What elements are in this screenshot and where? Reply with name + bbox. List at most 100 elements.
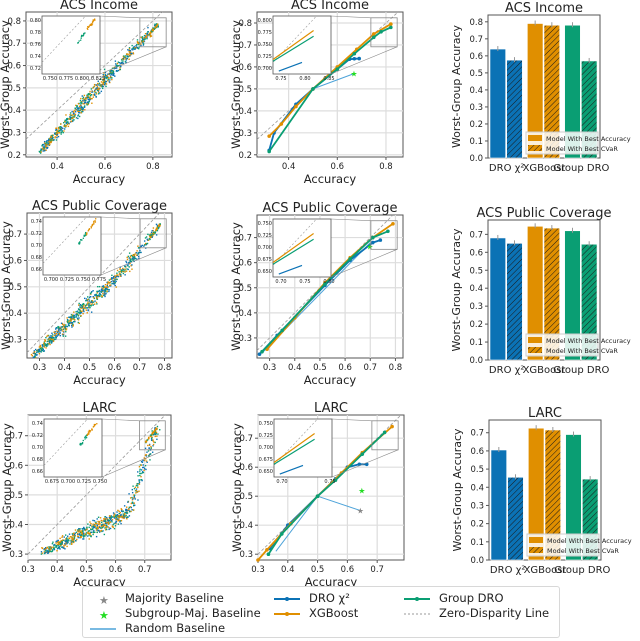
x-tick-label: 0.4 [50,565,64,575]
zoom-region-box [371,420,399,451]
scatter-point-gdro [77,315,80,317]
scatter-point-xgb [112,525,114,528]
scatter-point-top [151,30,153,33]
series-point-gdro [311,87,315,91]
scatter-point-xgb [135,492,137,494]
scatter-point-gdro [103,76,106,78]
scatter-point-dro [85,298,88,300]
scatter-point-xgb [56,550,58,552]
scatter-point-xgb [102,293,104,295]
scatter-point-xgb [152,439,154,441]
subgroup-baseline-star: ★ [350,70,357,79]
scatter-point-dro [99,531,101,533]
x-tick-label: XGBoost [523,163,566,174]
scatter-point-dro [78,533,81,535]
scatter-point-xgb [77,535,79,538]
scatter-point-dro [35,354,37,356]
series-point-xgb [294,104,298,109]
scatter-point-gdro [111,72,113,74]
scatter-point-gdro [58,326,60,328]
scatter-point-xgb [113,514,115,517]
scatter-point-dro [158,226,161,228]
scatter-point-gdro [101,87,104,90]
scatter-point-dro [97,80,99,82]
scatter-point-top [154,429,156,432]
scatter-point-dro [112,282,114,285]
scatter-point-gdro [95,527,97,530]
y-axis-label: Worst-Group Accuracy [229,20,243,149]
scatter-point-dro [83,106,86,108]
scatter-point-xgb [121,516,123,519]
scatter-point-xgb [57,131,59,133]
scatter-point-gdro [34,356,36,358]
scatter-point-xgb [78,529,80,531]
scatter-point-dro [65,118,68,121]
scatter-point-dro [49,336,52,338]
y-tick-label: 0.3 [8,336,22,346]
x-tick-label: XGBoost [524,565,567,576]
scatter-point-gdro [64,534,67,536]
scatter-point-xgb [77,319,80,321]
scatter-point-xgb [46,143,48,145]
scatter-point-xgb [132,52,134,54]
scatter-point-xgb [85,103,88,105]
inset-point [85,234,88,236]
inset-point [89,24,92,26]
scatter-point-xgb [128,54,130,56]
scatter-point-dro [84,306,86,308]
scatter-point-xgb [133,502,136,504]
scatter-point-dro [140,245,143,248]
inset-frame [272,218,332,278]
series-point-xgb [390,424,394,429]
scatter-point-gdro [83,303,85,305]
scatter-point-xgb [54,137,56,139]
scatter-point-dro [129,55,131,57]
scatter-point-xgb [80,532,83,534]
y-tick-label: 0.6 [9,461,23,471]
scatter-point-dro [133,257,135,260]
scatter-point-gdro [84,535,86,537]
scatter-point-gdro [140,478,143,481]
scatter-point-gdro [85,299,87,302]
scatter-point-gdro [117,65,120,67]
x-tick-label: DRO χ² [489,163,524,174]
scatter-point-xgb [74,529,77,531]
inset-y-tick-label: 0.650 [259,469,273,475]
inset-point [89,430,92,432]
scatter-point-xgb [140,475,142,478]
scatter-point-xgb [144,32,147,35]
inset-point [92,19,94,21]
scatter-point-dro [114,67,117,69]
inset-point [84,436,86,438]
scatter-point-dro [125,511,127,514]
scatter-point-dro [97,290,99,293]
scatter-point-gdro [60,328,62,330]
scatter-point-gdro [90,88,93,90]
scatter-point-dro [44,547,47,549]
scatter-point-xgb [73,311,75,313]
scatter-point-dro [151,451,154,453]
scatter-point-xgb [101,288,104,290]
scatter-point-xgb [118,517,121,519]
scatter-point-gdro [49,550,52,553]
scatter-point-top [150,434,152,437]
scatter-point-dro [127,501,129,503]
scatter-point-gdro [73,119,75,121]
scatter-point-xgb [147,34,150,36]
scatter-point-top [154,26,157,28]
scatter-point-dro [94,294,97,296]
scatter-point-gdro [45,143,47,145]
x-tick-label: 0.3 [251,565,265,575]
scatter-point-dro [110,280,113,283]
scatter-point-gdro [52,541,54,543]
scatter-point-xgb [91,97,93,100]
scatter-point-gdro [48,548,50,551]
scatter-point-dro [96,524,98,526]
scatter-point-gdro [133,47,135,50]
inset-point [88,228,90,230]
scatter-point-gdro [55,546,57,549]
scatter-point-xgb [131,268,133,270]
scatter-point-dro [67,541,69,543]
scatter-point-gdro [116,278,118,281]
